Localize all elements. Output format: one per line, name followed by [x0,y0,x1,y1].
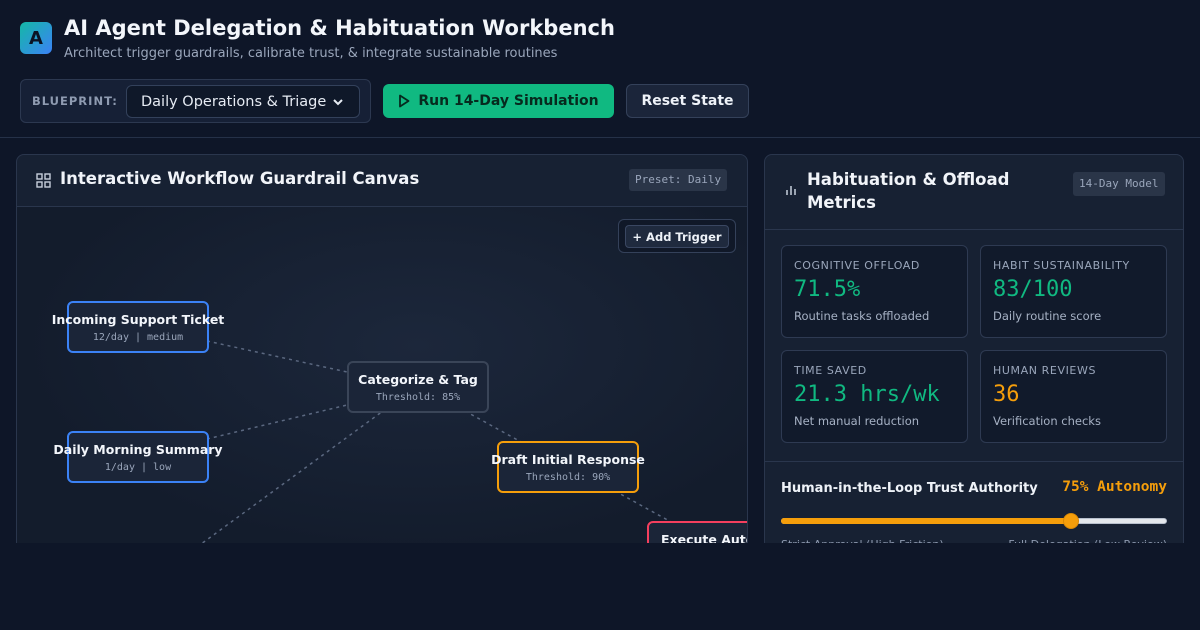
autonomy-value: 75% Autonomy [1062,479,1167,495]
node-subtitle: 1/day | low [104,461,172,473]
metric-value: 21.3 hrs/wk [794,382,940,407]
node-title: Daily Morning Summary [53,441,223,457]
trust-authority-section: Human-in-the-Loop Trust Authority 75% Au… [765,461,1183,553]
chevron-down-icon [331,95,345,109]
node-subtitle: Threshold: 85% [375,391,461,403]
node-subtitle: Threshold: 90% [525,471,611,483]
add-trigger-button[interactable]: + Add Trigger [625,225,729,248]
metric-note: Routine tasks offloaded [794,309,930,323]
metric-card-human-reviews: HUMAN REVIEWS 36 Verification checks [980,350,1167,443]
edge-summary-to-categorize [206,404,348,440]
metric-label: HABIT SUSTAINABILITY [993,259,1130,272]
metric-label: COGNITIVE OFFLOAD [794,259,920,272]
metric-card-habit-sustainability: HABIT SUSTAINABILITY 83/100 Daily routin… [980,245,1167,338]
slider-fill [781,518,1071,524]
metrics-title: Habituation & Offload Metrics [807,170,1010,212]
metric-label: HUMAN REVIEWS [993,364,1097,377]
metric-value: 36 [993,382,1020,407]
screenshot-cutoff [0,543,1200,630]
workflow-edges [196,340,674,548]
reset-state-label: Reset State [641,93,734,109]
metric-value: 71.5% [794,277,861,302]
app-title: AI Agent Delegation & Habituation Workbe… [64,16,615,40]
edge-ticket-to-categorize [206,340,348,373]
blueprint-control: BLUEPRINT: Daily Operations & Triage [20,79,371,123]
metric-card-cognitive-offload: COGNITIVE OFFLOAD 71.5% Routine tasks of… [781,245,968,338]
add-trigger-toolbar: + Add Trigger [618,219,736,253]
model-badge: 14-Day Model [1073,172,1165,196]
node-incoming-support-ticket[interactable]: Incoming Support Ticket 12/day | medium [52,301,224,353]
metric-value: 83/100 [993,277,1073,302]
workflow-canvas[interactable]: + Add Trigger Incoming Support Ticket 12… [17,207,747,553]
reset-state-button[interactable]: Reset State [626,84,749,118]
app-subtitle: Architect trigger guardrails, calibrate … [64,46,558,61]
node-title: Draft Initial Response [491,451,645,467]
node-title: Categorize & Tag [358,371,478,387]
run-simulation-label: Run 14-Day Simulation [418,93,599,109]
grid-icon [36,173,52,189]
metric-note: Verification checks [993,414,1101,428]
metric-note: Net manual reduction [794,414,920,428]
canvas-panel-header: Interactive Workflow Guardrail Canvas Pr… [17,155,747,207]
blueprint-select[interactable]: Daily Operations & Triage [126,85,360,118]
metric-label: TIME SAVED [794,364,867,377]
run-simulation-button[interactable]: Run 14-Day Simulation [383,84,614,118]
autonomy-slider[interactable] [781,513,1167,529]
slider-thumb[interactable] [1063,513,1079,529]
app-logo: A [20,22,52,54]
node-draft-initial-response[interactable]: Draft Initial Response Threshold: 90% [491,441,645,493]
node-categorize-and-tag[interactable]: Categorize & Tag Threshold: 85% [347,361,489,413]
edge-categorize-to-draft [464,410,524,444]
edge-offscreen-to-categorize [196,410,384,548]
metric-card-time-saved: TIME SAVED 21.3 hrs/wk Net manual reduct… [781,350,968,443]
preset-badge: Preset: Daily [629,169,728,191]
node-subtitle: 12/day | medium [92,331,184,343]
blueprint-label: BLUEPRINT: [32,94,118,108]
blueprint-select-value: Daily Operations & Triage [141,93,327,110]
metrics-panel-header: Habituation & Offload Metrics 14-Day Mod… [765,155,1183,230]
app-header: A AI Agent Delegation & Habituation Work… [0,0,1200,138]
play-icon [398,94,410,108]
edge-draft-to-execute [614,490,674,524]
metric-note: Daily routine score [993,309,1102,323]
workflow-canvas-panel: Interactive Workflow Guardrail Canvas Pr… [16,154,748,554]
metrics-panel: Habituation & Offload Metrics 14-Day Mod… [764,154,1184,554]
trust-title: Human-in-the-Loop Trust Authority [781,481,1038,496]
canvas-title: Interactive Workflow Guardrail Canvas [60,169,420,188]
node-daily-morning-summary[interactable]: Daily Morning Summary 1/day | low [53,431,223,483]
bar-chart-icon [784,183,800,199]
node-title: Incoming Support Ticket [51,311,225,327]
